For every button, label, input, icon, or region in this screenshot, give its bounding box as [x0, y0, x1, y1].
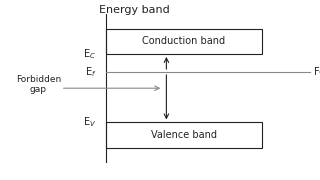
Text: E$_C$: E$_C$ — [83, 47, 96, 61]
Bar — [106, 29, 262, 54]
Text: Conduction band: Conduction band — [142, 36, 226, 46]
Text: E$_f$: E$_f$ — [84, 65, 96, 79]
Text: E$_V$: E$_V$ — [83, 116, 96, 129]
Text: Fermi level: Fermi level — [314, 67, 320, 77]
Text: Valence band: Valence band — [151, 130, 217, 140]
Bar — [106, 122, 262, 148]
Text: Energy band: Energy band — [99, 5, 170, 15]
Text: Forbidden
gap: Forbidden gap — [16, 75, 61, 94]
